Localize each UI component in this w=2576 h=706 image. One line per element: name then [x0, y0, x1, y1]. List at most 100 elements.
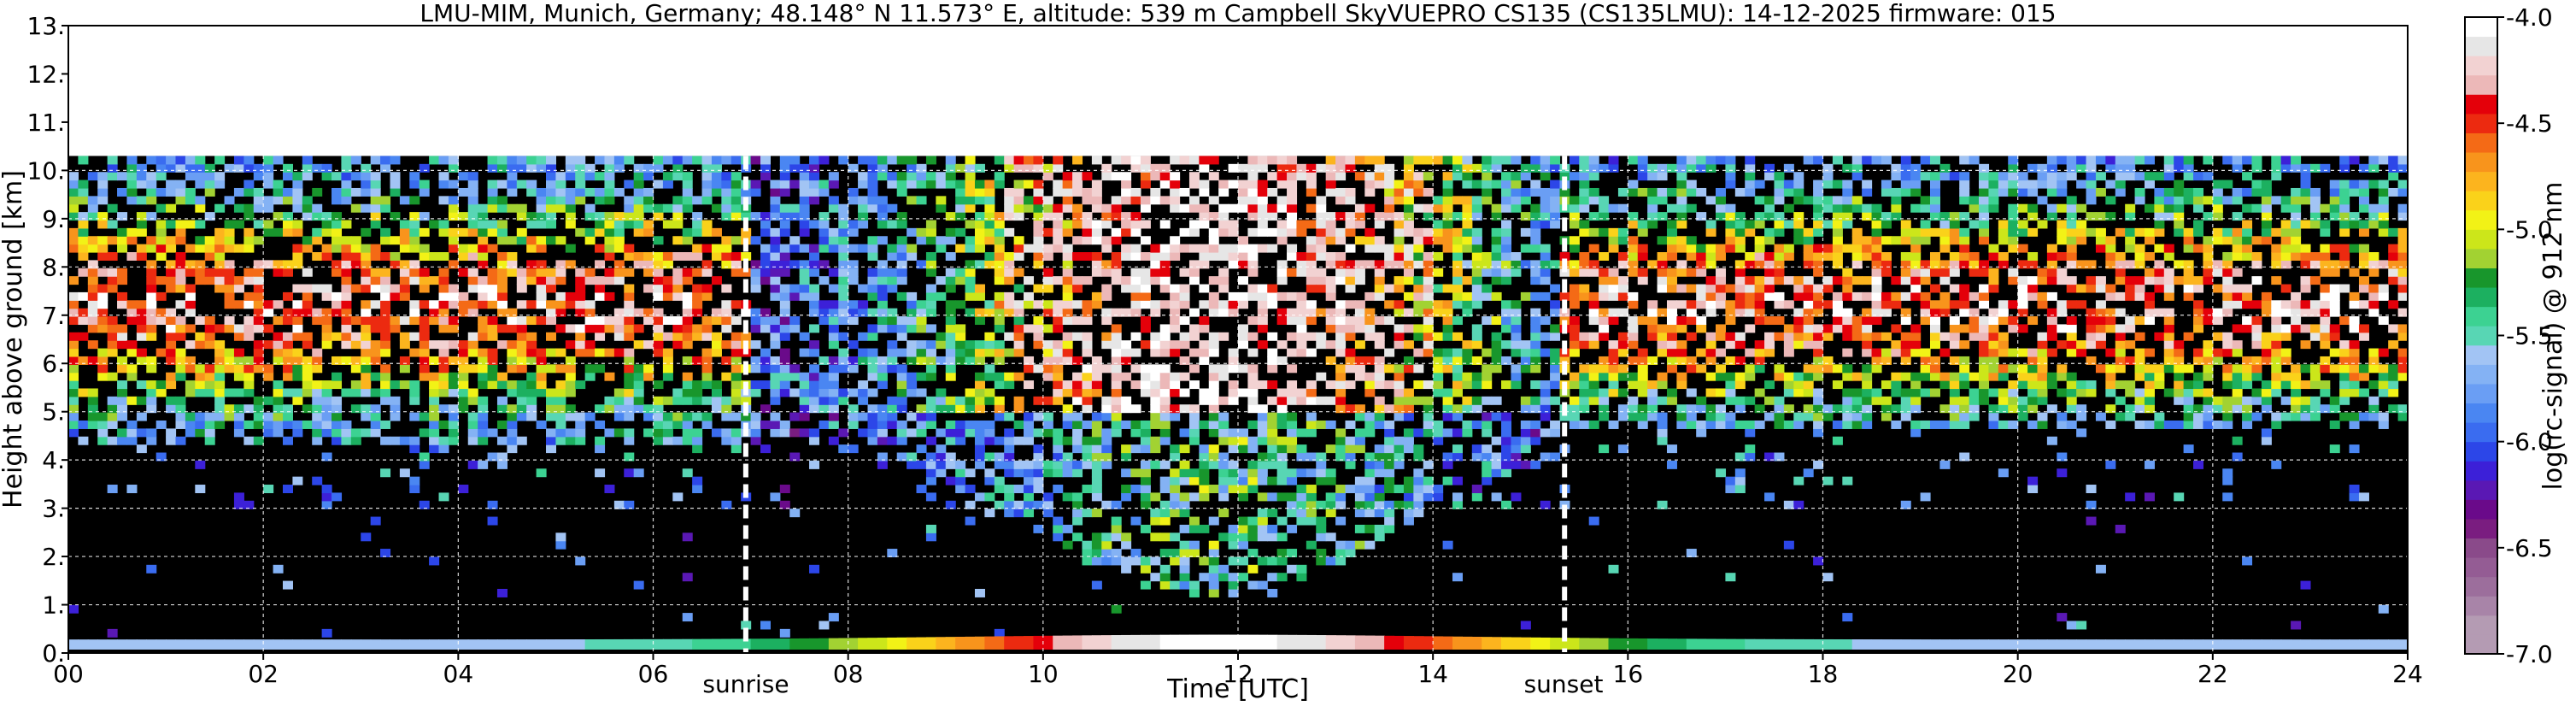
heatmap-cell — [1754, 284, 1765, 293]
heatmap-cell — [994, 212, 1005, 221]
heatmap-cell — [1306, 236, 1317, 245]
heatmap-cell — [1813, 324, 1824, 333]
heatmap-cell — [409, 388, 420, 397]
heatmap-cell — [1569, 380, 1580, 390]
heatmap-cell — [1247, 380, 1259, 390]
heatmap-cell — [1287, 163, 1298, 173]
heatmap-cell — [1501, 196, 1512, 205]
heatmap-cell — [1403, 227, 1414, 237]
heatmap-cell — [1423, 492, 1434, 502]
heatmap-cell — [1696, 252, 1707, 261]
heatmap-cell — [1306, 179, 1317, 189]
heatmap-cell — [848, 276, 859, 285]
heatmap-cell — [565, 212, 576, 221]
heatmap-cell — [467, 268, 478, 277]
heatmap-cell — [1891, 212, 1902, 221]
heatmap-cell — [1482, 163, 1493, 173]
heatmap-cell — [350, 172, 361, 181]
heatmap-cell — [1628, 220, 1639, 229]
heatmap-cell — [1929, 212, 1940, 221]
heatmap-cell — [487, 220, 498, 229]
heatmap-cell — [1091, 252, 1102, 261]
heatmap-cell — [1881, 404, 1892, 414]
heatmap-cell — [1228, 380, 1239, 390]
heatmap-cell — [1287, 187, 1298, 197]
heatmap-cell — [584, 300, 596, 309]
heatmap-cell — [1793, 372, 1804, 381]
heatmap-cell — [253, 284, 264, 293]
heatmap-cell — [1257, 316, 1268, 326]
heatmap-cell — [1325, 556, 1336, 566]
heatmap-cell — [838, 316, 849, 326]
heatmap-cell — [341, 244, 352, 253]
heatmap-cell — [1403, 364, 1414, 374]
heatmap-cell — [68, 276, 79, 285]
heatmap-cell — [1920, 172, 1931, 181]
heatmap-cell — [292, 244, 303, 253]
heatmap-cell — [770, 276, 781, 285]
heatmap-cell — [1218, 252, 1229, 261]
heatmap-cell — [419, 187, 430, 197]
heatmap-cell — [1871, 276, 1882, 285]
heatmap-cell — [633, 404, 644, 414]
heatmap-cell — [1004, 212, 1015, 221]
heatmap-cell — [1306, 220, 1317, 229]
heatmap-cell — [321, 284, 332, 293]
heatmap-cell — [936, 203, 947, 213]
heatmap-cell — [1832, 316, 1843, 326]
heatmap-cell — [701, 196, 713, 205]
heatmap-cell — [1666, 163, 1677, 173]
heatmap-cell — [204, 276, 215, 285]
heatmap-cell — [731, 172, 742, 181]
heatmap-cell — [438, 324, 449, 333]
heatmap-cell — [478, 380, 489, 390]
heatmap-cell — [1121, 564, 1132, 574]
heatmap-cell — [1569, 324, 1580, 333]
heatmap-cell — [1403, 340, 1414, 350]
heatmap-cell — [1384, 163, 1395, 173]
heatmap-cell — [1530, 420, 1541, 429]
heatmap-cell — [1550, 324, 1561, 333]
heatmap-cell — [1471, 163, 1482, 173]
heatmap-cell — [214, 396, 226, 405]
heatmap-cell — [925, 268, 936, 277]
heatmap-cell — [536, 468, 547, 478]
heatmap-cell — [907, 196, 918, 205]
heatmap-cell — [1316, 420, 1327, 429]
heatmap-cell — [974, 212, 985, 221]
heatmap-cell — [1042, 468, 1053, 478]
heatmap-cell — [692, 436, 703, 445]
heatmap-cell — [1325, 468, 1336, 478]
heatmap-cell — [1053, 203, 1064, 213]
heatmap-cell — [682, 156, 693, 165]
heatmap-cell — [361, 187, 372, 197]
heatmap-cell — [1053, 179, 1064, 189]
heatmap-cell — [1170, 452, 1181, 462]
heatmap-cell — [332, 227, 343, 237]
heatmap-cell — [838, 364, 849, 374]
heatmap-cell — [828, 203, 839, 213]
heatmap-cell — [1082, 252, 1093, 261]
heatmap-cell — [819, 244, 830, 253]
heatmap-cell — [945, 156, 956, 165]
heatmap-cell — [1929, 364, 1940, 374]
heatmap-cell — [662, 332, 673, 341]
heatmap-cell — [1296, 396, 1307, 405]
heatmap-cell — [1091, 492, 1102, 502]
heatmap-cell — [1042, 340, 1053, 350]
heatmap-cell — [1716, 372, 1727, 381]
heatmap-cell — [1530, 244, 1541, 253]
heatmap-cell — [361, 404, 372, 414]
heatmap-cell — [1082, 227, 1093, 237]
heatmap-cell — [1754, 260, 1765, 269]
heatmap-cell — [1550, 260, 1561, 269]
heatmap-cell — [1150, 348, 1161, 357]
heatmap-cell — [1024, 500, 1035, 509]
heatmap-cell — [467, 203, 478, 213]
heatmap-cell — [1832, 220, 1843, 229]
heatmap-cell — [1783, 244, 1794, 253]
heatmap-cell — [1803, 404, 1814, 414]
heatmap-cell — [741, 212, 752, 221]
heatmap-cell — [1111, 420, 1122, 429]
heatmap-cell — [1306, 380, 1317, 390]
